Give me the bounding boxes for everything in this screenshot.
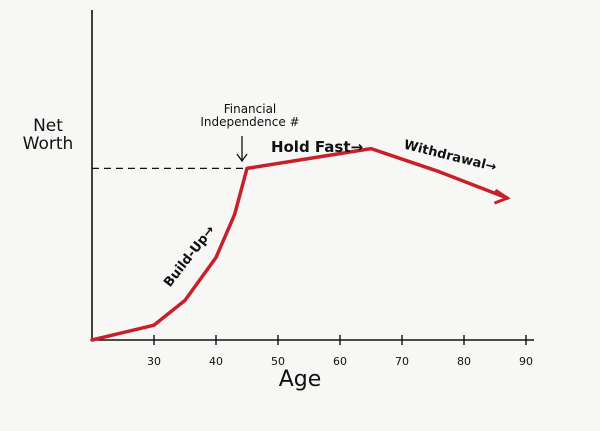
annotation: Hold Fast→: [270, 138, 364, 156]
x-tick-label: 40: [209, 355, 223, 368]
x-tick-label: 50: [271, 355, 285, 368]
x-tick-label: 70: [395, 355, 409, 368]
x-axis-label: Age: [278, 367, 322, 392]
x-tick-label: 60: [333, 355, 347, 368]
x-tick-label: 80: [457, 355, 471, 368]
arrow-head: [493, 188, 511, 205]
annotation: Financial Independence #: [200, 102, 300, 129]
series-line: [90, 146, 510, 342]
x-tick-label: 90: [519, 355, 533, 368]
annotation-arrow: [236, 136, 248, 163]
x-tick-label: 30: [147, 355, 161, 368]
y-axis-label: Net Worth: [22, 116, 74, 154]
